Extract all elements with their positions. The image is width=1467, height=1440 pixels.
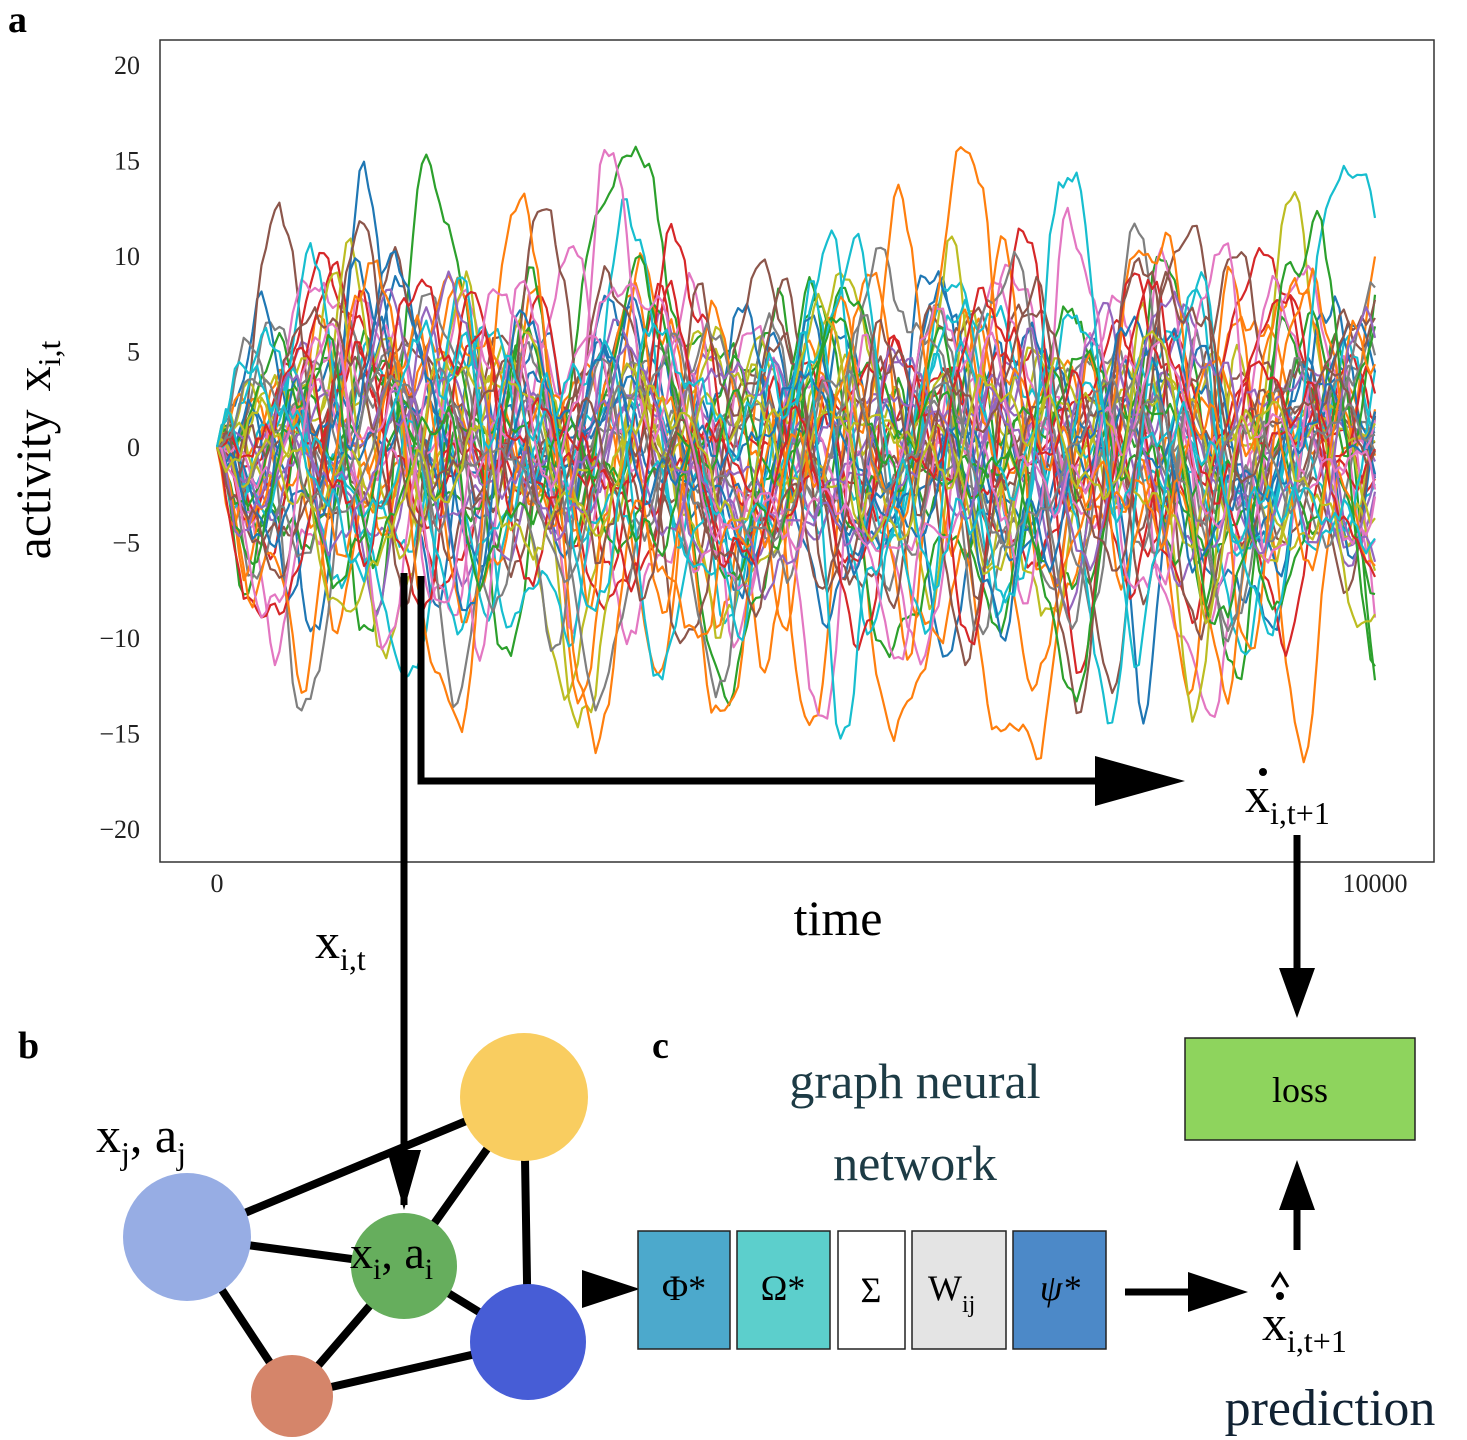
series-line xyxy=(216,354,1376,576)
target-arrowhead xyxy=(1095,756,1185,806)
plot-frame xyxy=(159,39,1435,863)
series-line xyxy=(216,332,1376,584)
gnn-block-sum: Σ xyxy=(837,1230,906,1350)
y-tick-label: 0 xyxy=(127,433,140,462)
series-line xyxy=(216,208,1376,715)
series-line xyxy=(216,278,1376,651)
series-group xyxy=(215,145,1377,764)
y-tick-label: 20 xyxy=(114,51,140,80)
gnn-block-weights: Wij xyxy=(911,1230,1007,1350)
svg-text:activityxi,t: activity xi,t xyxy=(5,341,67,560)
panel-label-b: b xyxy=(18,1025,39,1067)
loss-box: loss xyxy=(1184,1037,1416,1141)
y-tick-label: −20 xyxy=(99,815,140,844)
y-tick-label: −5 xyxy=(112,529,140,558)
series-line xyxy=(215,171,1376,740)
svg-text:xi,t+1: xi,t+1 xyxy=(1245,767,1330,831)
panel-label-a: a xyxy=(8,0,27,41)
gnn-block-phi: Φ* xyxy=(637,1230,731,1350)
node-i xyxy=(351,1213,457,1319)
series-line xyxy=(215,254,1377,635)
gnn-to-prediction-arrowhead xyxy=(1188,1272,1248,1312)
gnn-title-line1: graph neural xyxy=(789,1053,1040,1109)
y-axis-label-symbol: x xyxy=(5,366,61,391)
y-axis-label: activity xi,t xyxy=(5,341,67,560)
y-tick-label: −10 xyxy=(99,624,140,653)
svg-text:ψ*: ψ* xyxy=(1040,1268,1080,1308)
target-label: xi,t+1 xyxy=(1245,767,1330,831)
input-label: xi,t xyxy=(315,913,366,977)
series-line xyxy=(216,282,1377,661)
panel-label-c: c xyxy=(652,1025,669,1067)
prediction-label: prediction xyxy=(1225,1380,1436,1437)
prediction-to-loss-arrowhead xyxy=(1279,1160,1315,1210)
x-tick-labels: 0 10000 xyxy=(211,869,1408,898)
svg-text:Wij: Wij xyxy=(928,1268,975,1318)
series-line xyxy=(216,252,1377,764)
y-axis-label-sub: i,t xyxy=(31,341,67,367)
svg-text:Ω*: Ω* xyxy=(761,1268,806,1308)
target-to-loss-arrowhead xyxy=(1279,968,1315,1018)
node-blue xyxy=(470,1284,586,1400)
node-yellow xyxy=(460,1033,588,1161)
target-arrow xyxy=(417,576,1110,785)
gnn-title-line2: network xyxy=(833,1135,997,1191)
y-axis-label-text: activity xyxy=(5,409,61,559)
svg-text:Φ*: Φ* xyxy=(662,1268,706,1308)
node-neighbor-j xyxy=(123,1173,251,1301)
series-line xyxy=(216,250,1377,642)
prediction-symbol: xi,t+1 xyxy=(1262,1271,1347,1359)
y-tick-labels: 20 15 10 5 0 −5 −10 −15 −20 xyxy=(99,51,140,844)
gnn-block-psi: ψ* xyxy=(1012,1230,1107,1350)
series-line xyxy=(215,220,1377,618)
x-axis-label: time xyxy=(794,890,883,946)
series-line xyxy=(215,209,1376,703)
y-tick-label: −15 xyxy=(99,720,140,749)
series-line xyxy=(215,292,1376,629)
svg-text:xi,t+1: xi,t+1 xyxy=(1262,1295,1347,1359)
neighbor-label: xj, aj xyxy=(96,1107,186,1171)
svg-text:Σ: Σ xyxy=(861,1270,882,1310)
node-i-label: xi, ai xyxy=(350,1227,433,1286)
graph-to-gnn-arrowhead xyxy=(582,1270,640,1308)
node-salmon xyxy=(251,1355,333,1437)
x-tick-label: 10000 xyxy=(1343,869,1408,898)
y-tick-label: 10 xyxy=(114,242,140,271)
y-tick-label: 5 xyxy=(127,338,140,367)
svg-text:loss: loss xyxy=(1272,1070,1328,1110)
x-tick-label: 0 xyxy=(211,869,224,898)
gnn-block-omega: Ω* xyxy=(736,1230,831,1350)
y-tick-label: 15 xyxy=(114,147,140,176)
input-arrowhead xyxy=(387,1150,421,1210)
